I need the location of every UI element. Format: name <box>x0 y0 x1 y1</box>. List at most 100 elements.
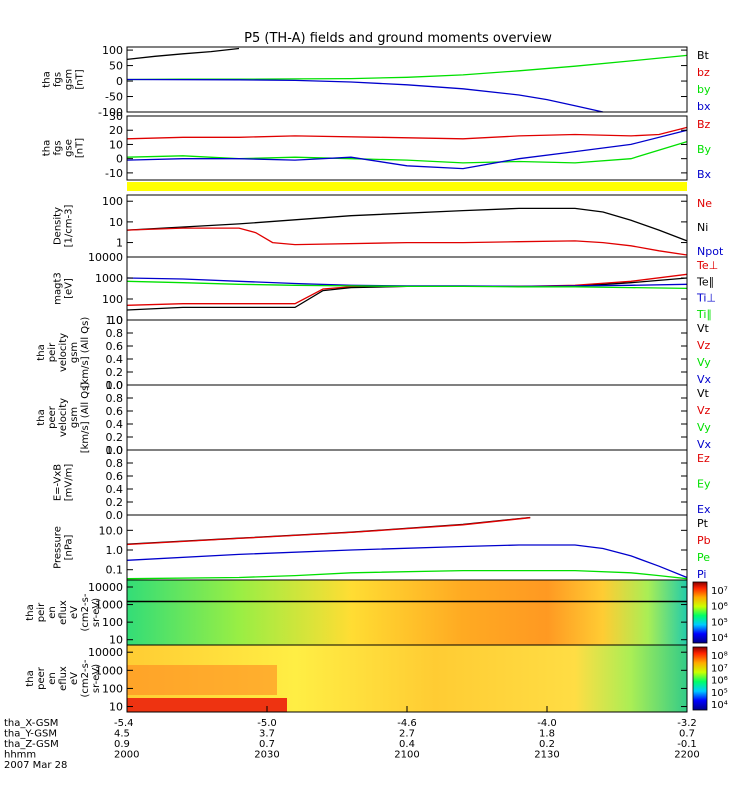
y-tick-label: 0.8 <box>106 327 124 340</box>
y-axis-label-line: tha <box>36 409 47 425</box>
y-tick-label: 0.0 <box>106 444 124 457</box>
series-line-Ti∥ <box>126 280 688 290</box>
colorbar-tick-label: 10⁶ <box>711 602 728 613</box>
y-axis-label-line: en <box>47 606 58 619</box>
legend-label: Te∥ <box>696 275 714 288</box>
y-axis-label: thapeirenefluxeV(cm2-s-sr-eV) <box>25 593 102 631</box>
series-line-Pb <box>126 517 531 546</box>
y-axis-label-line: eflux <box>58 666 69 691</box>
x-tick-label: 0.4 <box>399 739 415 750</box>
x-axis-row-label: tha_Z-GSM <box>4 739 59 750</box>
series-line-by <box>126 54 688 81</box>
spectrogram-patch <box>127 665 277 695</box>
legend-label: Vy <box>697 356 711 369</box>
colorbar-tick-label: 10⁷ <box>711 586 728 597</box>
panel-frame <box>126 319 688 386</box>
y-tick-label: 0.4 <box>106 353 124 366</box>
y-tick-label: 0.8 <box>106 457 124 470</box>
y-tick-label: 0.1 <box>106 564 124 577</box>
legend-label: bx <box>697 100 711 113</box>
y-tick-label: 1.0 <box>106 314 124 327</box>
status-bar <box>127 182 687 191</box>
series-line-By <box>126 140 688 164</box>
x-tick-label: -5.4 <box>114 718 134 729</box>
colorbar-tick-label: 10⁸ <box>711 651 728 662</box>
y-tick-label: 1 <box>116 237 123 250</box>
x-tick-label: -3.2 <box>677 718 697 729</box>
series-line-Ni <box>126 207 688 242</box>
legend-label: Ti∥ <box>696 308 712 321</box>
y-tick-label: 10000 <box>88 581 123 594</box>
y-tick-label: 0.2 <box>106 366 124 379</box>
legend-label: Pi <box>697 568 706 581</box>
colorbar-tick-label: 10⁵ <box>711 617 728 628</box>
panel-frame <box>126 115 688 181</box>
legend-label: Vz <box>697 339 711 352</box>
y-axis-label-line: [km/s] (All Qs) <box>80 382 91 454</box>
y-axis-label-line: magt3 <box>53 272 64 305</box>
y-tick-label: 10000 <box>88 251 123 264</box>
y-axis-label: thapeervelocitygsm[km/s] (All Qs) <box>36 382 91 454</box>
legend-label: Vx <box>697 373 712 386</box>
series-line-Pe <box>126 569 688 580</box>
y-axis-label-line: velocity <box>58 333 69 372</box>
y-axis-label-line: tha <box>42 71 53 87</box>
legend-label: Vt <box>697 322 710 335</box>
y-tick-label: 0.6 <box>106 470 124 483</box>
legend-label: Vz <box>697 404 711 417</box>
colorbar <box>692 646 708 711</box>
y-axis-label-line: E=-VxB <box>53 464 64 501</box>
y-axis-label-line: sr-eV) <box>91 598 102 627</box>
y-tick-label: 10 <box>109 216 123 229</box>
y-tick-label: 30 <box>109 110 123 123</box>
y-axis-label: Density[1/cm-3] <box>53 205 75 248</box>
y-tick-label: 1.0 <box>106 544 124 557</box>
y-tick-label: -50 <box>105 91 123 104</box>
legend-label: Pe <box>697 551 710 564</box>
legend-label: Vx <box>697 438 712 451</box>
y-axis-label: magt3[eV] <box>53 272 75 305</box>
y-axis-label-line: [1/cm-3] <box>64 205 75 248</box>
x-tick-label: 2200 <box>674 750 699 761</box>
y-tick-label: 1000 <box>95 599 123 612</box>
legend-label: Ne <box>697 197 712 210</box>
x-axis-row-label: hhmm <box>4 750 36 761</box>
legend-label: Ni <box>697 221 708 234</box>
y-axis-label: E=-VxB[mV/m] <box>53 464 75 502</box>
panel-pressure: 10.0 1.0 0.1 Pressure[nPa] Pt Pb Pe Pi <box>53 514 711 581</box>
y-axis-label-line: gsm <box>64 69 75 90</box>
x-tick-label: 2030 <box>254 750 279 761</box>
colorbar <box>692 581 708 644</box>
y-tick-label: 0.0 <box>106 509 124 522</box>
x-tick-label: -4.6 <box>397 718 417 729</box>
y-tick-label: -100 <box>98 106 123 119</box>
series-line-Bz <box>126 126 688 140</box>
y-tick-label: 10000 <box>88 646 123 659</box>
legend-label: Te⊥ <box>696 259 718 272</box>
y-axis-label-line: fgs <box>53 72 64 87</box>
legend-label: By <box>697 143 712 156</box>
legend-label: Npot <box>697 245 724 258</box>
y-tick-label: 0.4 <box>106 483 124 496</box>
x-tick-label: -4.0 <box>537 718 557 729</box>
colorbar-tick-label: 10⁵ <box>711 688 728 699</box>
y-tick-label: 100 <box>102 293 123 306</box>
y-axis-label-line: peir <box>47 342 58 362</box>
panel-fgs-gsm: 100 50 0 -50 -100 thafgsgsm[nT] Bt bz by bx <box>42 44 711 119</box>
y-tick-label: 100 <box>102 195 123 208</box>
y-tick-label: 1.0 <box>106 379 124 392</box>
y-axis-label-line: [km/s] (All Qs) <box>80 317 91 389</box>
legend-label: Bt <box>697 49 710 62</box>
legend-label: Pt <box>697 517 709 530</box>
legend-label: Pb <box>697 534 711 547</box>
y-tick-label: 1.0 <box>106 444 124 457</box>
y-tick-label: 0.8 <box>106 392 124 405</box>
y-tick-label: 100 <box>102 682 123 695</box>
y-tick-label: 1000 <box>95 272 123 285</box>
y-tick-label: 0.6 <box>106 340 124 353</box>
x-tick-label: -5.0 <box>257 718 277 729</box>
x-tick-label: 3.7 <box>259 729 275 740</box>
y-axis-label-line: velocity <box>58 398 69 437</box>
